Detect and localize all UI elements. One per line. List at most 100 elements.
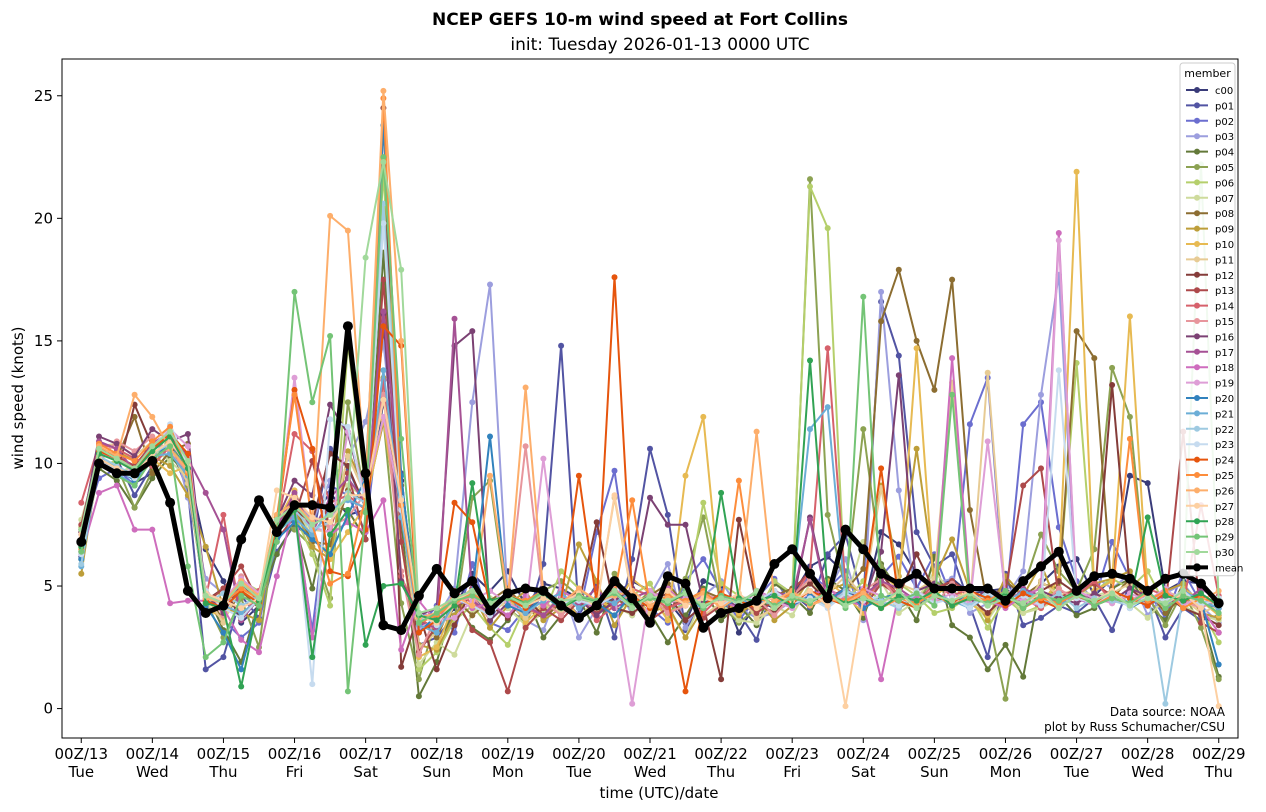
data-point-p19 (984, 438, 991, 445)
data-point-p29 (380, 154, 387, 161)
data-point-p07 (415, 661, 422, 668)
legend-label: p25 (1215, 471, 1234, 482)
data-point-p01 (558, 342, 565, 349)
series-p25 (78, 95, 1222, 626)
data-point-p25 (131, 458, 138, 464)
data-point-p27 (682, 602, 689, 609)
y-tick-label: 10 (34, 454, 53, 472)
data-point-p24 (380, 323, 387, 330)
data-point-p17 (451, 315, 458, 322)
data-point-p02 (1109, 538, 1116, 545)
legend-swatch-marker (1194, 287, 1200, 294)
data-point-p23 (1055, 367, 1062, 374)
legend-label: p19 (1215, 379, 1234, 390)
data-point-p16 (291, 477, 298, 484)
data-point-p30 (415, 610, 422, 616)
legend-swatch-marker (1194, 179, 1200, 186)
data-point-p26 (398, 337, 405, 344)
data-point-p03 (682, 624, 689, 631)
data-point-p26 (647, 602, 653, 609)
data-point-p26 (327, 212, 334, 219)
data-point-p29 (949, 391, 956, 398)
data-point-p04 (913, 617, 920, 624)
data-point-mean (733, 603, 744, 614)
y-tick-label: 0 (43, 700, 53, 718)
data-point-p27 (753, 605, 760, 612)
data-point-p13 (1020, 482, 1027, 489)
data-point-p30 (398, 266, 405, 273)
data-point-p27 (327, 519, 334, 526)
data-point-p26 (771, 597, 778, 604)
data-point-mean (947, 583, 958, 594)
data-point-p28 (1180, 597, 1187, 604)
data-point-p16 (1073, 600, 1080, 607)
data-point-p29 (78, 548, 85, 555)
data-point-mean (129, 468, 140, 479)
data-point-p23 (238, 614, 245, 621)
data-point-p17 (220, 526, 227, 533)
data-point-p28 (451, 602, 458, 609)
data-point-p03 (895, 487, 902, 494)
data-point-p06 (415, 666, 422, 673)
data-point-p09 (575, 541, 582, 548)
legend-swatch-marker (1194, 533, 1200, 540)
data-point-p15 (1055, 585, 1062, 592)
legend-label: p16 (1215, 332, 1234, 343)
data-point-p09 (78, 570, 85, 577)
data-point-c00 (700, 578, 707, 585)
data-point-mean (1196, 578, 1206, 589)
credit-source: Data source: NOAA (1110, 705, 1226, 719)
data-point-p19 (451, 614, 458, 621)
data-point-mean (769, 559, 780, 569)
data-point-p05 (1038, 531, 1044, 538)
data-point-p29 (344, 688, 351, 695)
data-point-p30 (522, 602, 529, 609)
data-point-p28 (344, 507, 351, 513)
legend-label: p12 (1215, 271, 1234, 282)
data-point-p29 (1038, 592, 1044, 599)
data-point-mean (94, 458, 104, 469)
legend-label: p14 (1215, 302, 1234, 313)
data-point-p24 (611, 274, 618, 281)
data-point-p04 (718, 617, 725, 624)
data-point-p30 (362, 254, 369, 261)
data-point-p04 (1073, 612, 1080, 619)
legend-swatch-marker (1194, 502, 1200, 509)
data-point-p30 (469, 587, 476, 594)
x-tick-label-day: Fri (286, 763, 304, 781)
data-point-p30 (1038, 587, 1044, 594)
legend-swatch-marker (1194, 395, 1200, 401)
data-point-p07 (895, 610, 902, 616)
data-point-p30 (807, 597, 813, 604)
data-point-p17 (202, 489, 209, 496)
data-point-p27 (238, 605, 245, 612)
legend-label: p21 (1215, 409, 1234, 420)
data-point-p08 (1073, 328, 1080, 335)
data-point-p09 (202, 543, 209, 550)
data-point-p14 (291, 431, 298, 437)
data-point-p28 (380, 583, 387, 589)
data-point-p26 (131, 391, 138, 398)
data-point-p27 (664, 587, 671, 594)
data-point-mean (396, 625, 407, 636)
x-tick-label-time: 00Z/21 (623, 745, 677, 763)
data-point-mean (964, 583, 975, 594)
data-point-p04 (966, 634, 973, 641)
data-point-p27 (842, 703, 849, 710)
y-tick-label: 5 (43, 577, 53, 595)
data-point-p28 (771, 592, 778, 599)
data-point-c00 (1126, 472, 1133, 479)
data-point-p16 (682, 521, 689, 528)
data-point-c00 (895, 541, 902, 548)
legend-swatch-marker (1194, 364, 1200, 371)
data-point-mean (307, 500, 318, 511)
data-point-p28 (913, 597, 920, 604)
data-point-p06 (700, 499, 707, 506)
data-point-p19 (629, 700, 636, 707)
legend-swatch-marker (1194, 549, 1200, 555)
data-point-p29 (415, 619, 422, 626)
data-point-p30 (184, 458, 191, 464)
data-point-p26 (753, 428, 760, 435)
data-point-p24 (878, 465, 885, 472)
data-point-p29 (291, 288, 298, 295)
